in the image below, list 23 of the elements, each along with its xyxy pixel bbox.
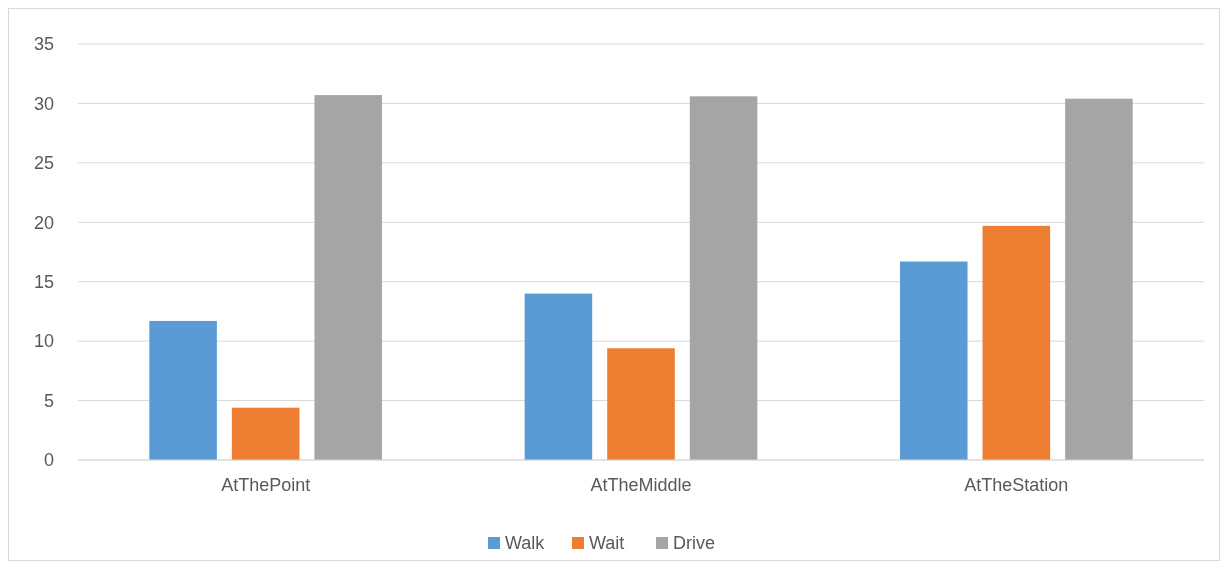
y-tick-label: 30 [33, 93, 54, 114]
bar [1065, 98, 1133, 460]
bar [607, 348, 675, 460]
bar [149, 320, 217, 460]
bar [689, 96, 758, 460]
x-tick-label: AtTheStation [964, 475, 1069, 495]
x-tick-label: AtThePoint [221, 475, 311, 495]
y-tick-label: 25 [33, 153, 54, 174]
y-tick-label: 5 [43, 390, 54, 411]
y-tick-label: 0 [43, 450, 54, 471]
y-tick-label: 35 [33, 34, 54, 55]
y-tick-label: 20 [33, 212, 54, 233]
bar [982, 225, 1051, 460]
bar [899, 261, 968, 460]
legend-label: Walk [505, 533, 546, 554]
bar [314, 95, 383, 460]
legend-label: Wait [589, 533, 625, 554]
y-tick-label: 10 [33, 331, 54, 352]
bar [231, 407, 300, 460]
x-tick-label: AtTheMiddle [590, 475, 692, 495]
legend-label: Drive [673, 533, 716, 554]
bar [524, 293, 593, 460]
y-tick-label: 15 [33, 272, 54, 293]
